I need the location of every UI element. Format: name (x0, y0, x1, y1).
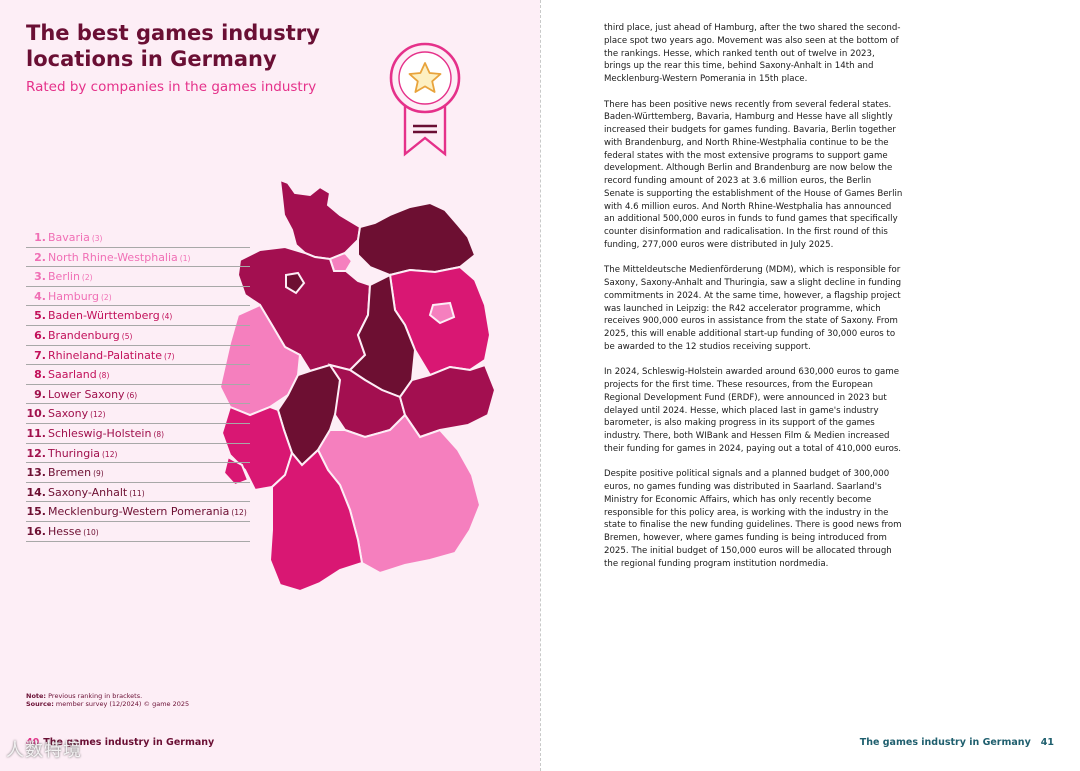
body-paragraph: Despite positive political signals and a… (604, 469, 902, 569)
chart-notes: Note: Previous ranking in brackets. Sour… (26, 692, 189, 708)
rank-number: 6. (34, 328, 46, 342)
state-ranking-list: 1. Bavaria (3) 2. North Rhine-Westphalia (1) 3… (26, 228, 250, 542)
previous-rank: (4) (161, 312, 173, 322)
state-name: North Rhine-Westphalia (48, 250, 178, 264)
ranking-row: 4. Hamburg (2) (26, 287, 250, 307)
ranking-row: 7. Rhineland-Palatinate (7) (26, 346, 250, 366)
state-name: Mecklenburg-Western Pomerania (48, 505, 230, 519)
previous-rank: (8) (153, 429, 165, 439)
rank-number: 9. (34, 387, 46, 401)
previous-rank: (6) (126, 390, 138, 400)
page-title: The best games industry locations in Ger… (26, 21, 320, 71)
previous-rank: (1) (179, 253, 191, 263)
rank-number: 7. (34, 348, 46, 362)
previous-rank: (12) (90, 410, 106, 420)
state-mecklenburg-western-pomerania (357, 201, 477, 277)
page-number-right: 41 (1040, 737, 1054, 748)
state-name: Hamburg (48, 289, 99, 303)
award-ribbon-star-icon (389, 42, 461, 157)
rank-number: 8. (34, 368, 46, 382)
ranking-row: 8. Saarland (8) (26, 365, 250, 385)
previous-rank: (7) (163, 351, 175, 361)
state-name: Baden-Württemberg (48, 309, 160, 323)
state-name: Bremen (48, 466, 92, 480)
state-name: Saxony (48, 407, 89, 421)
state-baden-wuerttemberg (268, 448, 364, 593)
previous-rank: (9) (93, 469, 104, 479)
ranking-row: 14. Saxony-Anhalt (11) (26, 483, 250, 503)
footer-right: The games industry in Germany 41 (860, 737, 1054, 748)
body-paragraph: third place, just ahead of Hamburg, afte… (604, 23, 901, 84)
page-subtitle: Rated by companies in the games industry (26, 79, 317, 95)
state-berlin (428, 301, 456, 325)
germany-states-map (218, 178, 497, 593)
ranking-row: 9. Lower Saxony (6) (26, 385, 250, 405)
ranking-row: 5. Baden-Württemberg (4) (26, 306, 250, 326)
previous-rank: (2) (101, 292, 112, 302)
ranking-row: 6. Brandenburg (5) (26, 326, 250, 346)
body-paragraph: The Mitteldeutsche Medienförderung (MDM)… (604, 265, 902, 352)
state-north-rhine-westphalia (218, 303, 302, 417)
footer-left-text: The games industry in Germany (43, 737, 215, 748)
state-name: Brandenburg (48, 328, 120, 342)
rank-number: 1. (34, 231, 46, 244)
state-name: Thuringia (48, 446, 100, 460)
rank-number: 14. (26, 485, 47, 499)
rank-number: 16. (26, 524, 47, 538)
state-schleswig-holstein (278, 178, 362, 261)
source-line: Source: member survey (12/2024) © game 2… (26, 700, 190, 708)
state-name: Rhineland-Palatinate (48, 348, 162, 362)
ranking-row: 11. Schleswig-Holstein (8) (26, 424, 250, 444)
watermark: 人数特境 (6, 740, 82, 761)
footer-left: 40 The games industry in Germany (26, 737, 214, 748)
rank-number: 3. (34, 270, 46, 284)
page-divider (540, 0, 541, 771)
body-paragraph: There has been positive news recently fr… (604, 99, 903, 250)
state-name: Saarland (48, 368, 97, 382)
state-name: Hesse (48, 524, 82, 538)
ranking-row: 15. Mecklenburg-Western Pomerania (12) (26, 502, 250, 522)
ranking-row: 3. Berlin (2) (26, 267, 250, 287)
ranking-row: 1. Bavaria (3) (26, 228, 250, 248)
footer-right-text: The games industry in Germany (859, 737, 1031, 748)
note-line: Note: Previous ranking in brackets. (26, 692, 143, 700)
rank-number: 15. (26, 505, 47, 519)
state-bremen (285, 271, 306, 295)
rank-number: 10. (26, 407, 47, 421)
previous-rank: (3) (91, 234, 103, 243)
rank-number: 13. (26, 466, 47, 480)
body-text-column: third place, just ahead of Hamburg, afte… (604, 22, 904, 583)
ranking-row: 16. Hesse (10) (26, 522, 250, 542)
page-number-left: 40 (26, 737, 40, 748)
body-paragraph: In 2024, Schleswig-Holstein awarded arou… (604, 367, 902, 454)
state-name: Saxony-Anhalt (48, 485, 128, 499)
state-name: Bavaria (48, 231, 90, 244)
previous-rank: (11) (129, 488, 145, 498)
ranking-row: 2. North Rhine-Westphalia (1) (26, 248, 250, 268)
rank-number: 2. (34, 250, 46, 264)
state-name: Lower Saxony (48, 387, 125, 401)
previous-rank: (12) (231, 508, 247, 518)
ranking-row: 13. Bremen (9) (26, 463, 250, 483)
rank-number: 5. (34, 309, 46, 323)
previous-rank: (5) (121, 331, 133, 341)
rank-number: 4. (34, 289, 46, 303)
previous-rank: (12) (102, 449, 118, 459)
rank-number: 12. (26, 446, 47, 460)
previous-rank: (10) (83, 527, 99, 537)
rank-number: 11. (26, 426, 47, 440)
previous-rank: (2) (81, 273, 93, 283)
ranking-row: 12. Thuringia (12) (26, 444, 250, 464)
state-saxony (398, 363, 497, 439)
state-name: Schleswig-Holstein (48, 426, 152, 440)
ranking-row: 10. Saxony (12) (26, 404, 250, 424)
state-name: Berlin (48, 270, 80, 284)
previous-rank: (8) (98, 371, 110, 381)
